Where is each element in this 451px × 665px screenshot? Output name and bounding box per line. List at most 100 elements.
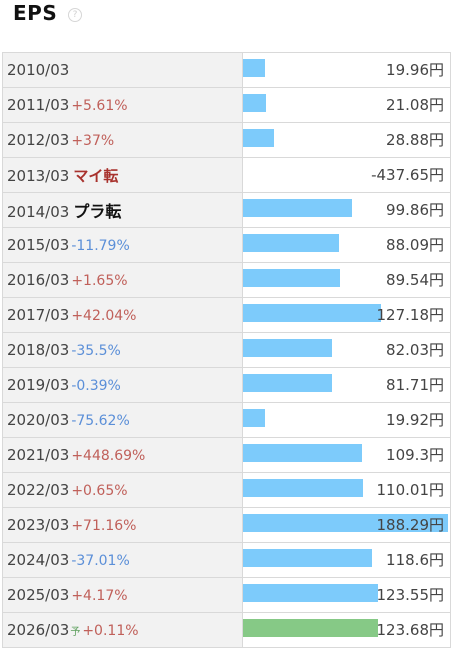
fiscal-year: 2010/03 (7, 61, 70, 79)
row-value-cell: 89.54円 (242, 262, 451, 298)
eps-value: 123.55円 (376, 586, 445, 604)
row-label-cell: 2012/03 +37% (2, 122, 243, 158)
eps-value: 123.68円 (376, 621, 445, 639)
fiscal-year: 2024/03 (7, 551, 70, 569)
fiscal-year: 2019/03 (7, 376, 70, 394)
table-row: 2024/03 -37.01% 118.6円 (2, 542, 451, 578)
eps-bar (243, 269, 340, 287)
eps-value: 82.03円 (386, 341, 444, 359)
eps-value: 19.92円 (386, 411, 444, 429)
eps-bar (243, 374, 332, 392)
forecast-mark: 予 (70, 627, 81, 638)
forecast-bar (243, 619, 378, 637)
row-value-cell: 99.86円 (242, 192, 451, 228)
eps-value: 88.09円 (386, 236, 444, 254)
row-label-cell: 2023/03 +71.16% (2, 507, 243, 543)
eps-value: 81.71円 (386, 376, 444, 394)
fiscal-year: 2012/03 (7, 131, 70, 149)
table-row: 2014/03 プラ転 99.86円 (2, 192, 451, 228)
eps-value: 19.96円 (386, 61, 444, 79)
eps-value: 110.01円 (376, 481, 445, 499)
eps-value: 127.18円 (376, 306, 445, 324)
row-label-cell: 2019/03 -0.39% (2, 367, 243, 403)
yoy-change: -37.01% (71, 553, 130, 569)
table-row: 2026/03予 +0.11% 123.68円 (2, 612, 451, 648)
eps-bar (243, 129, 274, 147)
row-value-cell: 21.08円 (242, 87, 451, 123)
fiscal-year: 2017/03 (7, 306, 70, 324)
eps-bar (243, 409, 265, 427)
eps-bar (243, 479, 363, 497)
yoy-change: +0.11% (82, 623, 139, 639)
sign-change-tag: プラ転 (73, 202, 122, 221)
fiscal-year: 2020/03 (7, 411, 70, 429)
fiscal-year: 2011/03 (7, 96, 70, 114)
row-label-cell: 2010/03 (2, 52, 243, 88)
row-label-cell: 2016/03 +1.65% (2, 262, 243, 298)
row-value-cell: -437.65円 (242, 157, 451, 193)
row-label-cell: 2025/03 +4.17% (2, 577, 243, 613)
yoy-change: +4.17% (71, 588, 128, 604)
row-label-cell: 2024/03 -37.01% (2, 542, 243, 578)
fiscal-year: 2026/03 (7, 621, 70, 639)
eps-value: 99.86円 (386, 201, 444, 219)
row-value-cell: 109.3円 (242, 437, 451, 473)
yoy-change: +37% (71, 133, 115, 149)
fiscal-year: 2022/03 (7, 481, 70, 499)
row-value-cell: 123.68円 (242, 612, 451, 648)
fiscal-year: 2025/03 (7, 586, 70, 604)
eps-bar (243, 444, 362, 462)
yoy-change: -35.5% (71, 343, 121, 359)
fiscal-year: 2016/03 (7, 271, 70, 289)
table-row: 2015/03 -11.79% 88.09円 (2, 227, 451, 263)
table-row: 2016/03 +1.65% 89.54円 (2, 262, 451, 298)
row-value-cell: 110.01円 (242, 472, 451, 508)
row-value-cell: 123.55円 (242, 577, 451, 613)
yoy-change: +0.65% (71, 483, 128, 499)
eps-bar (243, 304, 381, 322)
row-value-cell: 82.03円 (242, 332, 451, 368)
eps-bar (243, 199, 352, 217)
row-label-cell: 2013/03 マイ転 (2, 157, 243, 193)
eps-value: 28.88円 (386, 131, 444, 149)
table-row: 2017/03 +42.04% 127.18円 (2, 297, 451, 333)
row-value-cell: 19.92円 (242, 402, 451, 438)
sign-change-tag: マイ転 (73, 166, 119, 185)
eps-table: 2010/03 19.96円 2011/03 +5.61% 21.08円 2012/03 +… (2, 52, 451, 648)
eps-bar (243, 59, 265, 77)
row-label-cell: 2021/03 +448.69% (2, 437, 243, 473)
eps-bar (243, 339, 332, 357)
fiscal-year: 2018/03 (7, 341, 70, 359)
row-label-cell: 2011/03 +5.61% (2, 87, 243, 123)
eps-header: EPS ? (0, 0, 451, 52)
yoy-change: -0.39% (71, 378, 121, 394)
row-label-cell: 2017/03 +42.04% (2, 297, 243, 333)
eps-value: -437.65円 (371, 166, 444, 184)
fiscal-year: 2015/03 (7, 236, 70, 254)
yoy-change: +1.65% (71, 273, 128, 289)
table-row: 2019/03 -0.39% 81.71円 (2, 367, 451, 403)
eps-value: 188.29円 (376, 516, 445, 534)
row-label-cell: 2022/03 +0.65% (2, 472, 243, 508)
yoy-change: -75.62% (71, 413, 130, 429)
yoy-change: +42.04% (71, 308, 137, 324)
row-value-cell: 19.96円 (242, 52, 451, 88)
table-row: 2025/03 +4.17% 123.55円 (2, 577, 451, 613)
table-row: 2022/03 +0.65% 110.01円 (2, 472, 451, 508)
row-label-cell: 2026/03予 +0.11% (2, 612, 243, 648)
help-icon[interactable]: ? (68, 8, 82, 22)
eps-bar (243, 234, 339, 252)
row-label-cell: 2018/03 -35.5% (2, 332, 243, 368)
table-row: 2013/03 マイ転 -437.65円 (2, 157, 451, 193)
table-row: 2012/03 +37% 28.88円 (2, 122, 451, 158)
eps-value: 109.3円 (386, 446, 444, 464)
row-label-cell: 2020/03 -75.62% (2, 402, 243, 438)
eps-value: 89.54円 (386, 271, 444, 289)
eps-value: 21.08円 (386, 96, 444, 114)
table-row: 2023/03 +71.16% 188.29円 (2, 507, 451, 543)
row-value-cell: 28.88円 (242, 122, 451, 158)
eps-bar (243, 549, 372, 567)
fiscal-year: 2023/03 (7, 516, 70, 534)
table-row: 2020/03 -75.62% 19.92円 (2, 402, 451, 438)
fiscal-year: 2014/03 (7, 203, 70, 221)
